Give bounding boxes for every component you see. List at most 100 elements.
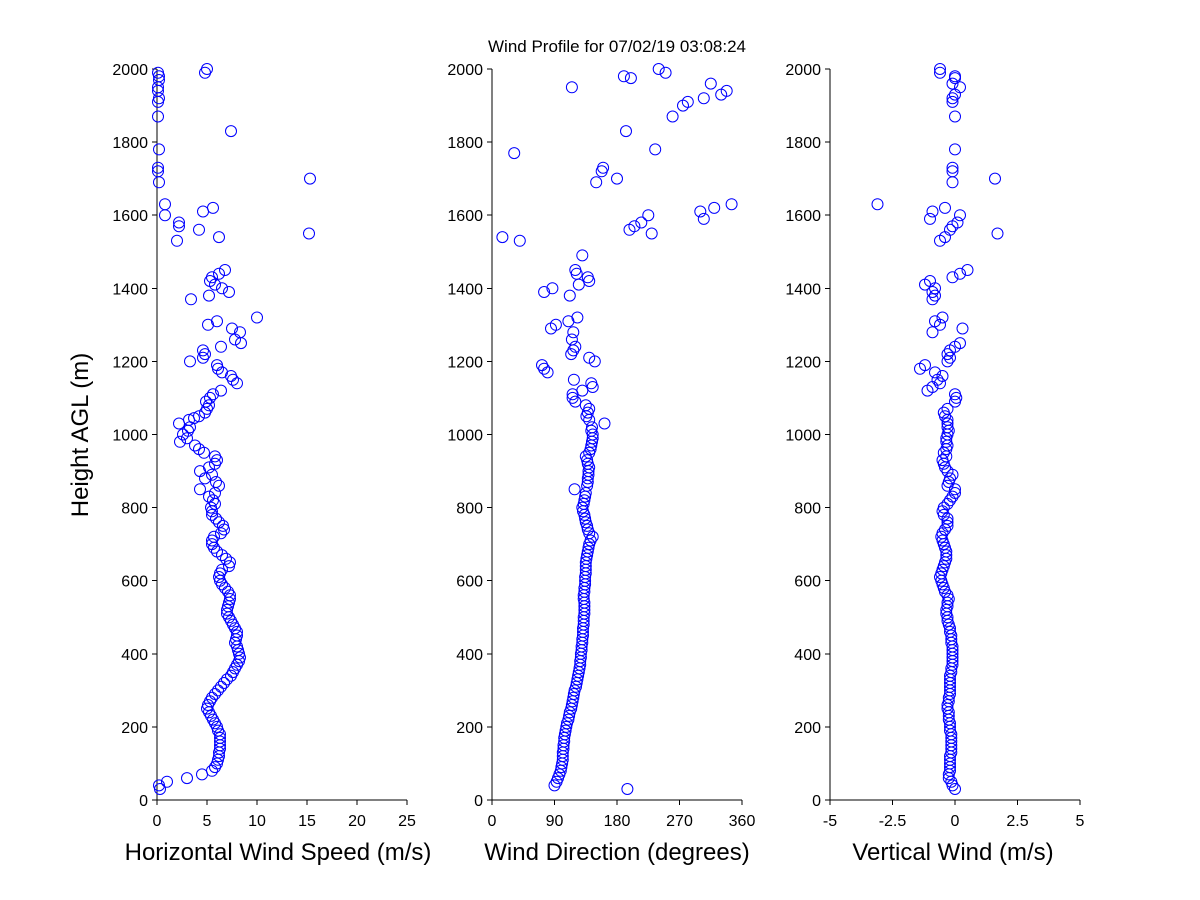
data-point [946,92,959,105]
data-point [226,322,238,335]
x-tick-label: 360 [729,813,756,830]
data-point [208,530,220,543]
data-point [697,212,710,225]
data-point [934,377,946,390]
data-point [940,549,953,562]
data-point [194,483,206,496]
data-point [229,333,241,346]
y-tick-label: 2000 [785,62,821,79]
data-point [153,74,165,86]
data-point [597,161,610,174]
data-point [210,512,222,525]
y-tick-label: 1200 [447,354,483,371]
data-point [954,209,966,222]
data-point [926,326,939,339]
data-point [304,172,316,185]
data-point [946,165,959,178]
data-point [635,216,648,229]
data-point [937,406,950,419]
y-tick-label: 400 [456,647,483,664]
data-point [623,223,636,236]
data-point [949,483,961,496]
data-point [233,647,245,660]
data-point [215,527,227,540]
data-point [579,512,592,525]
data-point [211,315,223,328]
subplot-1: 0 200 400 600 800 1000 1200 1400 1600 1800 2000 0 5 1… [112,62,431,866]
data-point [946,95,959,108]
data-point [924,212,936,225]
data-point [941,516,954,529]
data-point [991,227,1004,240]
data-point [562,713,575,726]
data-point [496,231,509,244]
data-point [196,768,208,781]
data-point [251,311,263,324]
data-point [645,227,658,240]
subplot-3: 0 200 400 600 800 1000 1200 1400 1600 1800 2000 -5 -… [785,62,1084,866]
data-point [565,81,578,94]
x-tick-label: 90 [546,813,564,830]
data-point [944,625,956,638]
data-point [197,344,209,357]
data-point [949,487,961,499]
y-tick-label: 1800 [112,135,148,152]
data-point [153,779,165,792]
data-point [549,318,562,331]
data-point [579,399,592,412]
data-point [215,384,227,397]
data-point [578,494,591,507]
data-point [199,472,211,485]
data-point [579,516,592,529]
data-point [213,479,225,492]
y-tick-label: 0 [812,793,821,810]
x-tick-label: 0 [153,813,162,830]
y-tick-label: 0 [474,793,483,810]
data-point [201,63,213,75]
data-point [152,161,164,174]
y-tick-label: 1000 [447,428,483,445]
data-point [567,688,580,700]
data-point [704,77,717,90]
data-point [949,783,961,795]
data-point [677,99,689,112]
data-point [221,673,233,686]
y-tick-label: 1800 [785,135,821,152]
data-point [590,176,603,189]
data-point [926,293,939,306]
data-point [941,589,954,602]
data-point [567,326,580,339]
y-tick-label: 600 [456,574,483,591]
data-point [200,395,212,408]
data-point [173,220,185,233]
data-point [620,125,632,138]
subplot-2: 0 200 400 600 800 1000 1200 1400 1600 1800 2000 0 90… [447,62,755,866]
data-point [197,205,209,218]
data-point [585,377,598,390]
data-point [941,348,954,361]
data-point [152,165,164,178]
data-point [939,201,951,214]
data-point [949,388,961,401]
y-tick-label: 1400 [785,281,821,298]
data-point [926,286,939,298]
data-point [188,412,200,425]
data-point [212,684,224,697]
y-tick-label: 1000 [785,428,821,445]
data-point [937,501,950,514]
x-axis-label: Wind Direction (degrees) [484,839,749,866]
x-tick-label: -5 [823,813,837,830]
data-point [231,377,243,390]
y-tick-label: 1800 [447,135,483,152]
data-point [989,172,1001,185]
data-point [934,66,946,79]
y-tick-label: 600 [121,574,148,591]
x-tick-label: 25 [398,813,416,830]
data-point [211,359,223,372]
data-point [153,176,165,189]
data-point [153,70,165,83]
x-tick-label: 0 [951,813,960,830]
data-point [572,278,585,291]
data-point [207,201,219,214]
